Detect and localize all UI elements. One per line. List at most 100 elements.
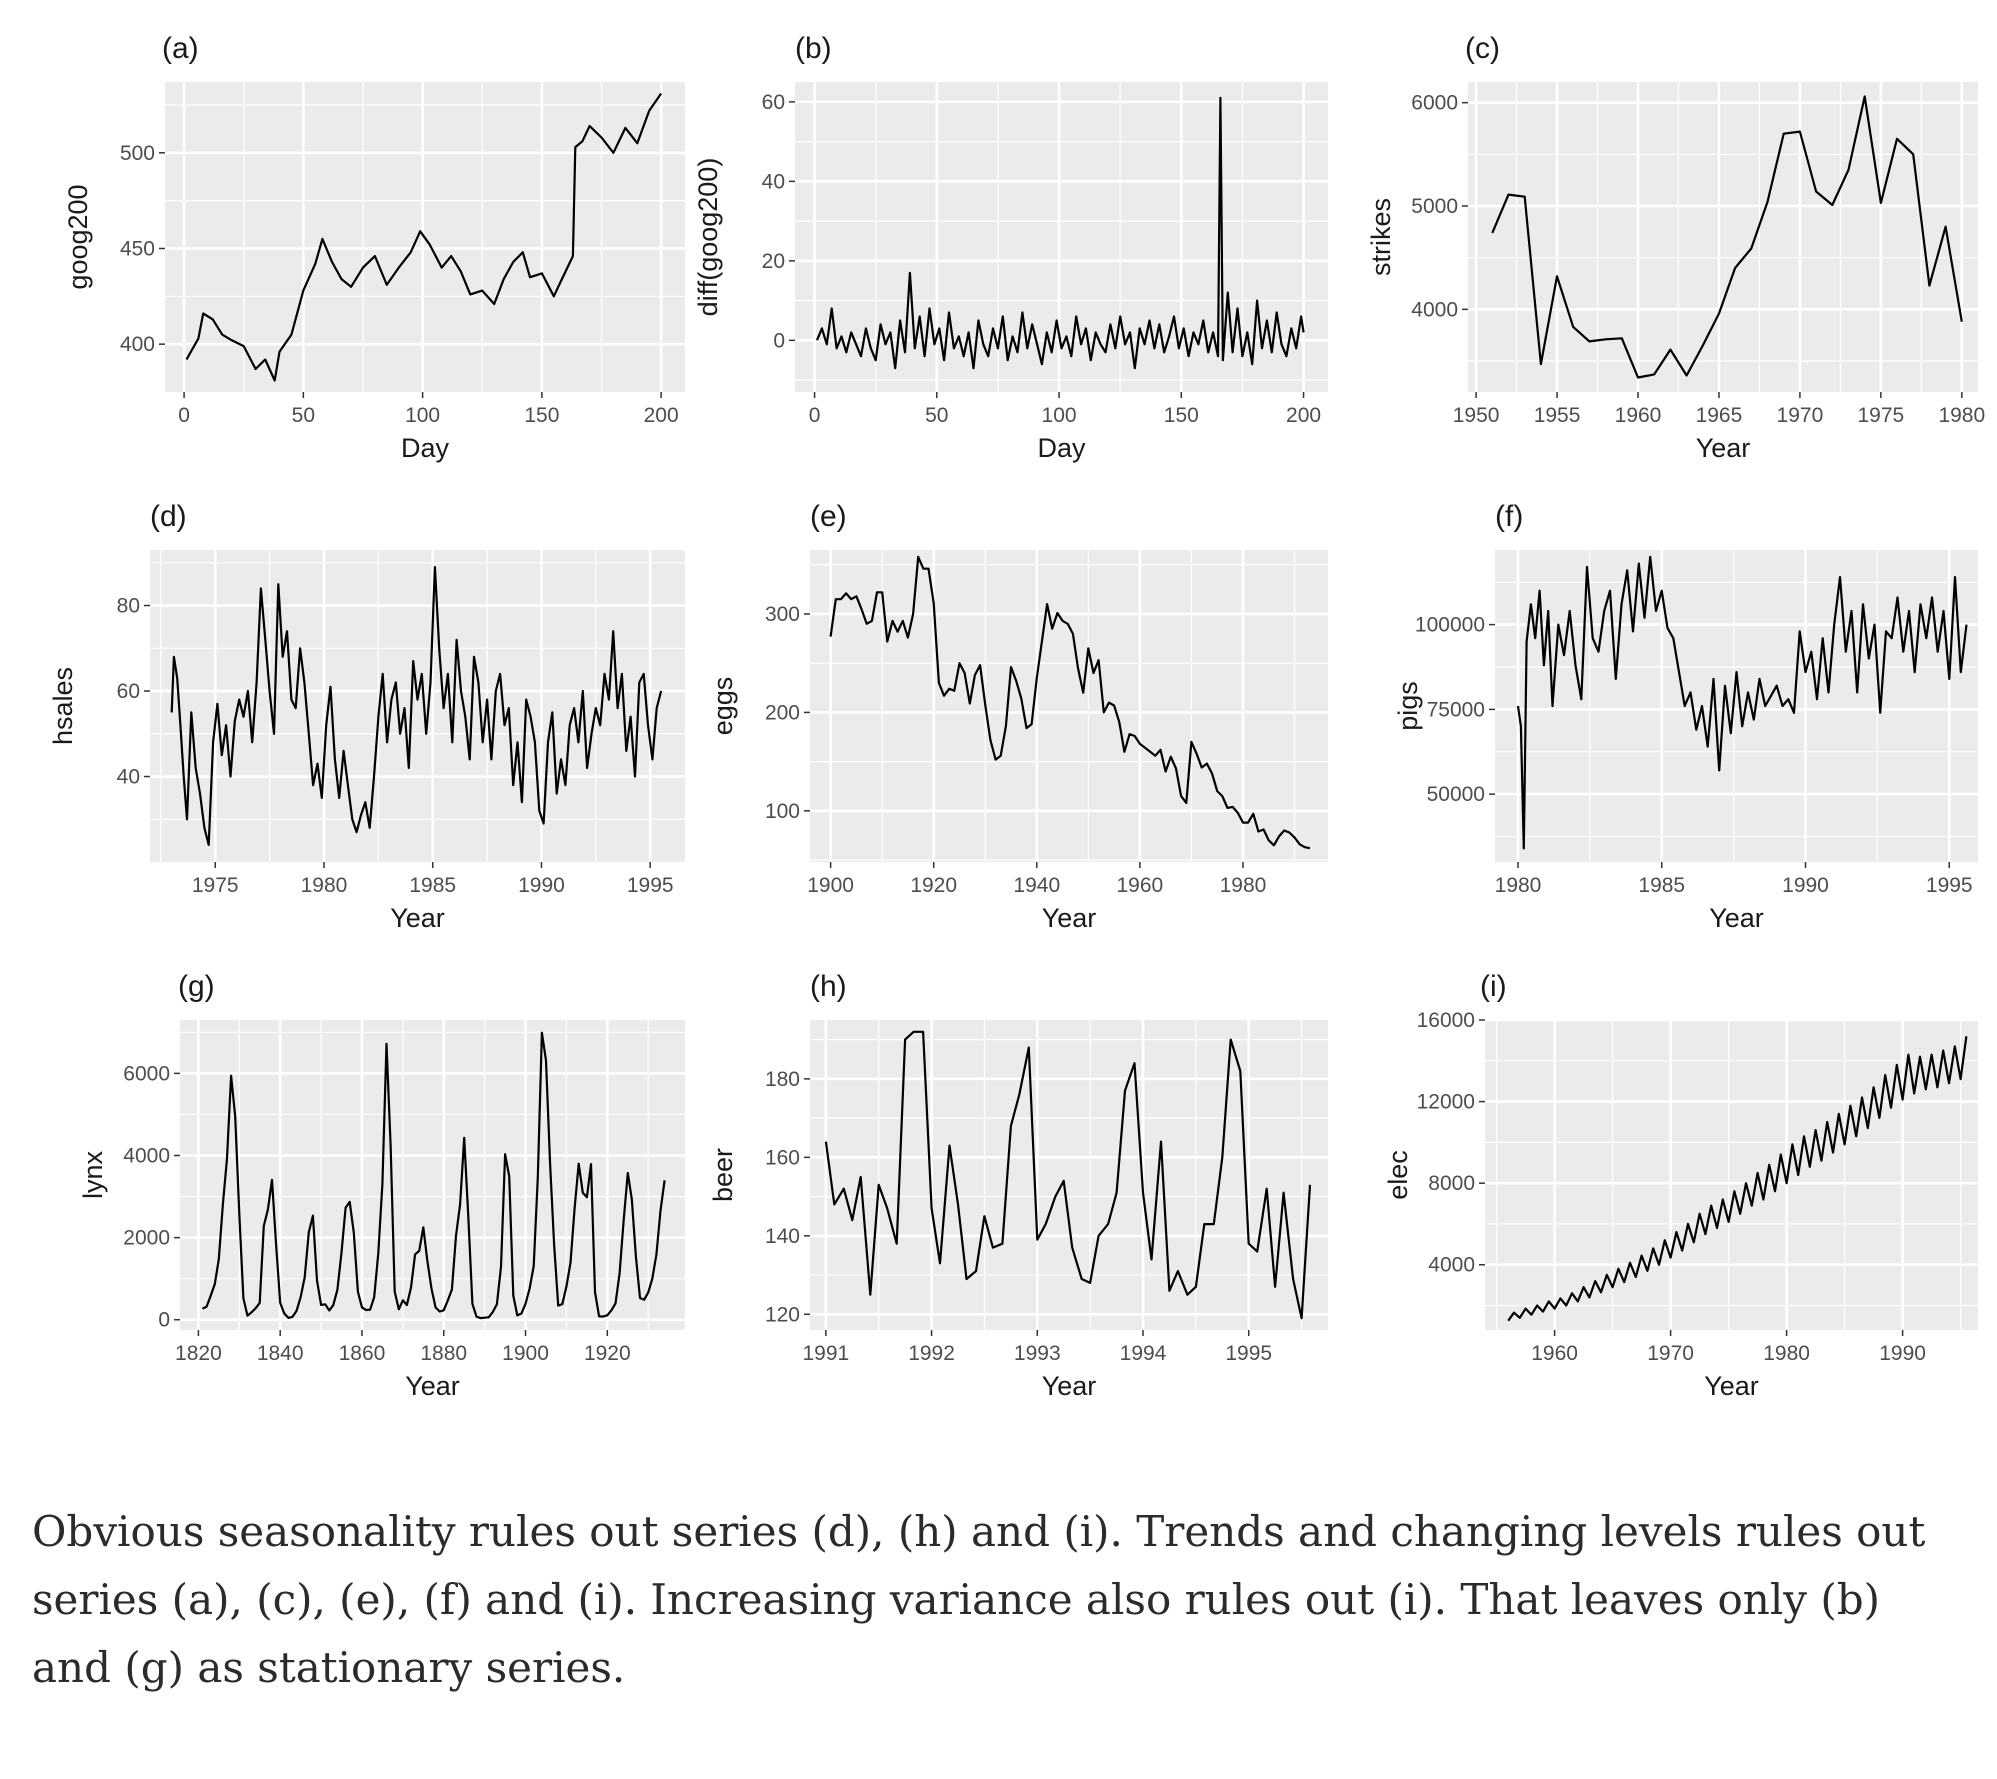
y-tick-label: 40 xyxy=(762,170,785,193)
x-tick-label: 1920 xyxy=(584,1342,631,1365)
panel-title: (e) xyxy=(810,500,847,533)
y-tick-label: 60 xyxy=(762,91,785,114)
x-tick-label: 100 xyxy=(405,404,440,427)
x-tick-label: 1940 xyxy=(1013,874,1060,897)
panel-title: (a) xyxy=(162,32,199,65)
y-tick-label: 12000 xyxy=(1417,1091,1475,1114)
plot-background xyxy=(150,550,685,862)
series-line xyxy=(829,555,1311,850)
x-tick-label: 1990 xyxy=(1782,874,1829,897)
y-tick-label: 100 xyxy=(765,800,800,823)
x-tick-label: 200 xyxy=(1286,404,1321,427)
y-tick-label: 120 xyxy=(765,1303,800,1326)
y-tick-label: 60 xyxy=(117,680,140,703)
x-tick-label: 150 xyxy=(1164,404,1199,427)
x-tick-label: 1990 xyxy=(518,874,565,897)
panel-title: (h) xyxy=(810,970,847,1003)
chart-panel-6: 1980 1985 1990 1995 50000 75000 100000 (f) Year p… xyxy=(1393,500,1978,933)
x-tick-label: 1985 xyxy=(409,874,456,897)
panel-title: (f) xyxy=(1495,500,1523,533)
y-tick-label: 400 xyxy=(120,333,155,356)
x-axis-label: Year xyxy=(1042,1371,1097,1401)
y-tick-label: 50000 xyxy=(1427,783,1485,806)
plot-background xyxy=(810,550,1328,862)
x-tick-label: 1955 xyxy=(1534,404,1581,427)
series-line xyxy=(1491,95,1963,379)
x-tick-label: 1960 xyxy=(1531,1342,1578,1365)
x-tick-label: 1920 xyxy=(910,874,957,897)
x-tick-label: 1960 xyxy=(1117,874,1164,897)
y-axis-label: hsales xyxy=(48,667,78,745)
x-tick-label: 1980 xyxy=(1763,1342,1810,1365)
chart-panel-5: 1900 1920 1940 1960 1980 100 200 300 (e) Year eggs xyxy=(708,500,1328,933)
x-tick-label: 1980 xyxy=(1220,874,1267,897)
x-tick-label: 150 xyxy=(524,404,559,427)
y-tick-label: 4000 xyxy=(1411,298,1458,321)
y-tick-label: 75000 xyxy=(1427,698,1485,721)
y-axis-label: strikes xyxy=(1366,198,1396,276)
plot-background xyxy=(1495,550,1978,862)
x-tick-label: 1993 xyxy=(1014,1342,1061,1365)
y-axis-label: beer xyxy=(708,1148,738,1202)
y-axis-label: eggs xyxy=(708,677,738,736)
series-line xyxy=(201,1031,666,1320)
panel-title: (c) xyxy=(1465,32,1500,65)
caption-text: Obvious seasonality rules out series (d)… xyxy=(32,1507,1926,1692)
x-tick-label: 1990 xyxy=(1879,1342,1926,1365)
series-line xyxy=(1507,1036,1968,1322)
y-tick-label: 6000 xyxy=(1411,92,1458,115)
y-tick-label: 160 xyxy=(765,1146,800,1169)
x-axis-label: Year xyxy=(1696,433,1751,463)
panel-title: (i) xyxy=(1480,970,1507,1003)
y-tick-label: 2000 xyxy=(123,1227,170,1250)
y-tick-label: 0 xyxy=(158,1309,170,1332)
y-axis-label: elec xyxy=(1383,1150,1413,1200)
y-tick-label: 450 xyxy=(120,237,155,260)
y-tick-label: 5000 xyxy=(1411,195,1458,218)
panel-title: (g) xyxy=(178,970,215,1003)
y-axis-label: goog200 xyxy=(63,184,93,289)
x-tick-label: 1970 xyxy=(1777,404,1824,427)
chart-panel-9: 1960 1970 1980 1990 4000 8000 12000 16000(i) Yea… xyxy=(1383,970,1978,1401)
chart-panel-8: 1991 1992 1993 1994 1995 120 140 160 180 (h) Year b… xyxy=(708,970,1328,1401)
plot-background xyxy=(1468,82,1978,392)
x-tick-label: 1995 xyxy=(627,874,674,897)
y-axis-label: diff(goog200) xyxy=(693,158,723,317)
x-tick-label: 1994 xyxy=(1120,1342,1167,1365)
panel-title: (d) xyxy=(150,500,187,533)
y-tick-label: 4000 xyxy=(1428,1254,1475,1277)
y-tick-label: 180 xyxy=(765,1068,800,1091)
x-tick-label: 1985 xyxy=(1638,874,1685,897)
x-axis-label: Year xyxy=(1704,1371,1759,1401)
x-tick-label: 0 xyxy=(809,404,821,427)
x-tick-label: 1980 xyxy=(301,874,348,897)
y-tick-label: 140 xyxy=(765,1225,800,1248)
y-tick-label: 8000 xyxy=(1428,1172,1475,1195)
x-tick-label: 1975 xyxy=(1857,404,1904,427)
series-line xyxy=(185,92,663,382)
x-tick-label: 1995 xyxy=(1926,874,1973,897)
x-tick-label: 1840 xyxy=(257,1342,304,1365)
panel-title: (b) xyxy=(795,32,832,65)
x-tick-label: 1860 xyxy=(339,1342,386,1365)
y-tick-label: 4000 xyxy=(123,1144,170,1167)
plot-background xyxy=(180,1020,685,1330)
series-line xyxy=(1516,555,1968,850)
x-tick-label: 1980 xyxy=(1495,874,1542,897)
series-line xyxy=(170,565,663,847)
y-tick-label: 500 xyxy=(120,142,155,165)
x-tick-label: 1975 xyxy=(192,874,239,897)
x-tick-label: 1991 xyxy=(802,1342,849,1365)
x-tick-label: 1995 xyxy=(1225,1342,1272,1365)
x-tick-label: 200 xyxy=(644,404,679,427)
y-axis-label: lynx xyxy=(78,1150,108,1199)
x-tick-label: 1820 xyxy=(175,1342,222,1365)
y-tick-label: 200 xyxy=(765,701,800,724)
x-tick-label: 50 xyxy=(292,404,315,427)
x-tick-label: 1900 xyxy=(807,874,854,897)
chart-panel-3: 1950 1955 1960 1965 1970 1975 1980 4000 5000 6000… xyxy=(1366,32,1985,463)
series-line xyxy=(815,96,1305,370)
x-tick-label: 1900 xyxy=(502,1342,549,1365)
x-tick-label: 1980 xyxy=(1938,404,1985,427)
